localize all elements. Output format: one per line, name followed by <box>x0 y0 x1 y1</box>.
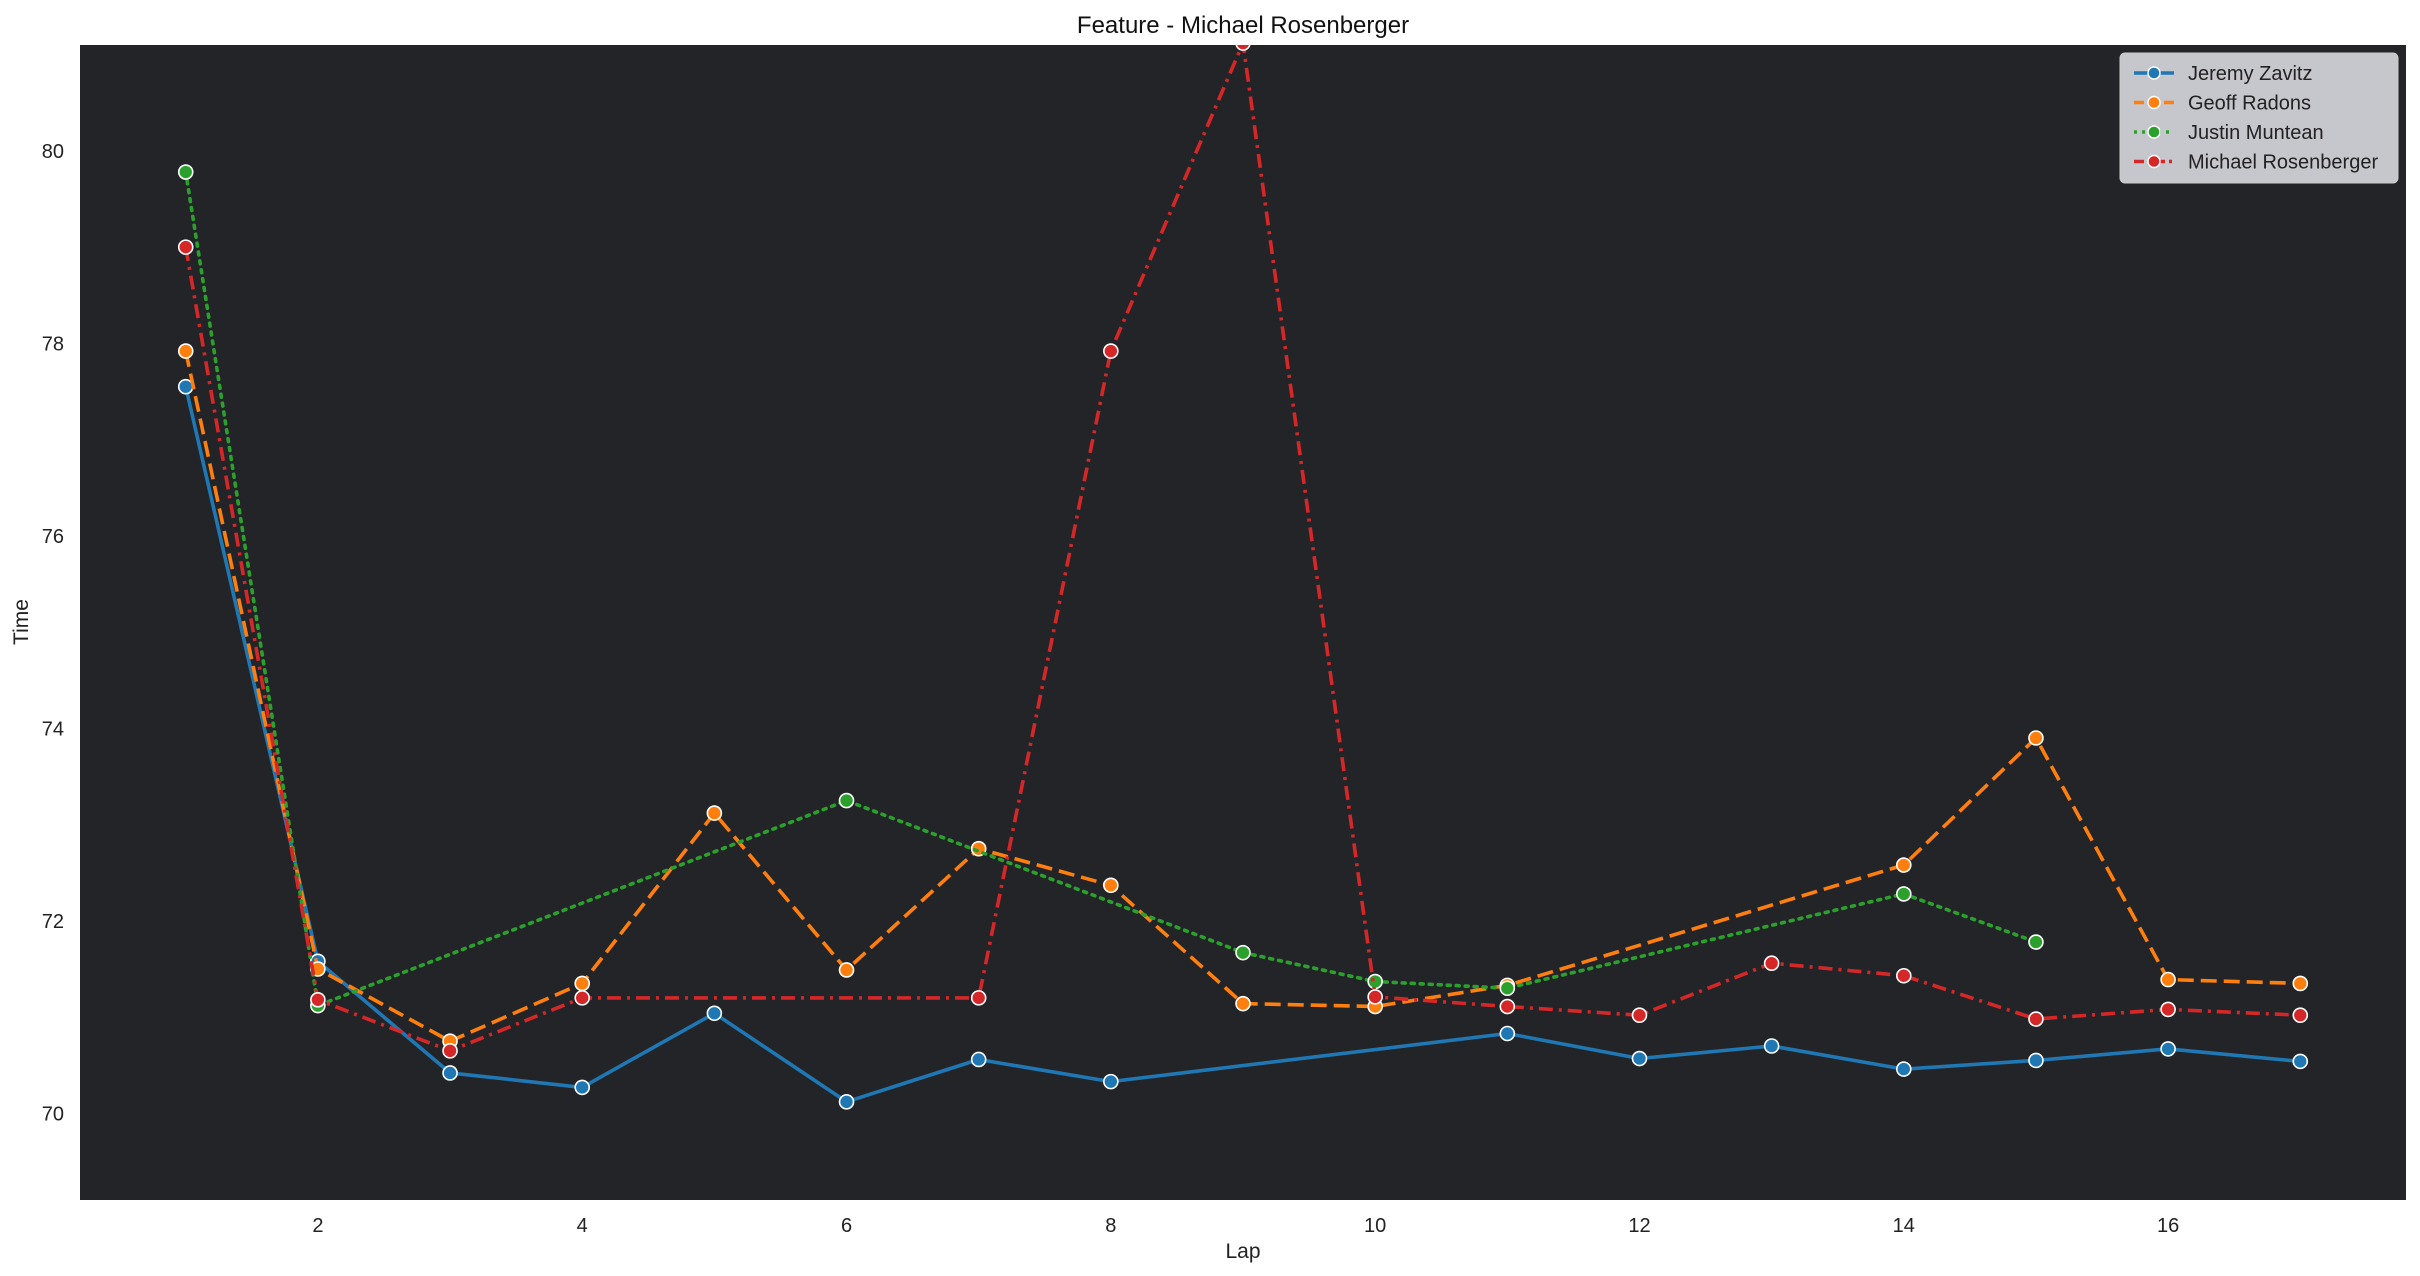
x-tick-label: 16 <box>2157 1215 2179 1237</box>
legend-item-justin-muntean: Justin Muntean <box>2134 122 2324 144</box>
data-point-geoff-radons <box>2160 971 2176 988</box>
data-point-michael-rosenberger <box>970 990 987 1006</box>
data-point-geoff-radons <box>177 343 194 359</box>
legend-label-geoff-radons: Geoff Radons <box>2188 93 2311 115</box>
y-tick-label: 74 <box>42 718 64 740</box>
data-point-justin-muntean <box>177 164 194 180</box>
series-line-justin-muntean <box>183 170 2038 1008</box>
data-point-jeremy-zavitz <box>970 1051 987 1068</box>
data-point-geoff-radons <box>838 962 855 978</box>
legend-item-michael-rosenberger: Michael Rosenberger <box>2134 152 2378 174</box>
data-point-michael-rosenberger <box>1367 989 1383 1005</box>
data-point-justin-muntean <box>1235 944 1251 961</box>
data-point-michael-rosenberger <box>1235 45 1251 51</box>
y-tick-label: 70 <box>42 1103 64 1125</box>
legend-label-michael-rosenberger: Michael Rosenberger <box>2188 152 2378 174</box>
data-point-jeremy-zavitz <box>2160 1041 2176 1057</box>
data-point-jeremy-zavitz <box>838 1094 855 1110</box>
data-point-michael-rosenberger <box>2292 1007 2309 1024</box>
data-point-geoff-radons <box>706 805 723 821</box>
data-point-justin-muntean <box>838 792 855 809</box>
data-point-jeremy-zavitz <box>2028 1052 2044 1069</box>
y-tick-labels: 70 72 74 76 78 80 <box>42 141 64 1126</box>
x-tick-label: 12 <box>1628 1215 1650 1237</box>
data-point-michael-rosenberger <box>2160 1001 2176 1018</box>
data-point-michael-rosenberger <box>2028 1011 2044 1027</box>
legend-marker-justin-muntean <box>2147 125 2161 139</box>
data-point-jeremy-zavitz <box>1763 1038 1780 1054</box>
y-tick-label: 80 <box>42 141 64 163</box>
data-point-jeremy-zavitz <box>574 1079 591 1096</box>
data-point-jeremy-zavitz <box>2292 1053 2309 1070</box>
legend-marker-jeremy-zavitz <box>2147 66 2161 80</box>
data-point-geoff-radons <box>1895 857 1912 873</box>
data-point-michael-rosenberger <box>310 991 326 1008</box>
legend-marker-michael-rosenberger <box>2147 154 2161 169</box>
series-michael-rosenberger <box>177 45 2309 1059</box>
x-tick-label: 2 <box>312 1215 323 1237</box>
data-point-jeremy-zavitz <box>1103 1073 1119 1090</box>
data-point-jeremy-zavitz <box>1895 1061 1912 1077</box>
y-axis-label: Time <box>10 599 33 645</box>
data-point-jeremy-zavitz <box>1499 1025 1516 1042</box>
data-point-michael-rosenberger <box>1895 967 1912 984</box>
data-point-jeremy-zavitz <box>442 1065 458 1081</box>
data-point-justin-muntean <box>1367 973 1383 990</box>
x-tick-labels: 2 4 6 8 10 12 14 16 <box>312 1215 2179 1237</box>
data-point-geoff-radons <box>1103 877 1119 894</box>
x-tick-label: 14 <box>1893 1215 1915 1237</box>
x-tick-label: 8 <box>1105 1215 1116 1237</box>
x-tick-label: 10 <box>1364 1215 1386 1237</box>
legend-item-geoff-radons: Geoff Radons <box>2134 93 2311 115</box>
chart-title: Feature - Michael Rosenberger <box>1077 12 1409 39</box>
series-layer <box>177 45 2309 1110</box>
x-tick-label: 6 <box>841 1215 852 1237</box>
legend-box <box>2119 52 2399 184</box>
legend: Jeremy Zavitz Geoff Radons Justin Muntean M… <box>2119 52 2399 184</box>
x-axis-label: Lap <box>1225 1240 1260 1263</box>
legend-label-justin-muntean: Justin Muntean <box>2188 122 2324 144</box>
y-tick-label: 72 <box>42 911 64 933</box>
series-justin-muntean <box>177 164 2044 1014</box>
data-point-michael-rosenberger <box>574 990 591 1006</box>
data-point-geoff-radons <box>1235 995 1251 1012</box>
x-tick-label: 4 <box>577 1215 588 1237</box>
data-point-michael-rosenberger <box>1763 955 1780 972</box>
data-point-justin-muntean <box>1895 886 1912 902</box>
data-point-geoff-radons <box>2028 730 2044 746</box>
data-point-michael-rosenberger <box>442 1043 458 1059</box>
y-tick-label: 78 <box>42 333 64 355</box>
y-tick-label: 76 <box>42 526 64 548</box>
data-point-michael-rosenberger <box>1499 998 1516 1015</box>
data-point-jeremy-zavitz <box>706 1005 723 1022</box>
legend-label-jeremy-zavitz: Jeremy Zavitz <box>2188 63 2312 85</box>
data-point-justin-muntean <box>2028 934 2044 950</box>
data-point-geoff-radons <box>574 975 591 992</box>
plot-background <box>80 45 2406 1200</box>
legend-marker-geoff-radons <box>2147 95 2161 110</box>
legend-item-jeremy-zavitz: Jeremy Zavitz <box>2134 63 2312 85</box>
data-point-justin-muntean <box>1499 980 1516 997</box>
data-point-geoff-radons <box>2292 975 2309 992</box>
data-point-jeremy-zavitz <box>1631 1050 1648 1067</box>
data-point-michael-rosenberger <box>1103 343 1119 359</box>
data-point-michael-rosenberger <box>1631 1007 1648 1024</box>
data-point-michael-rosenberger <box>177 239 194 255</box>
